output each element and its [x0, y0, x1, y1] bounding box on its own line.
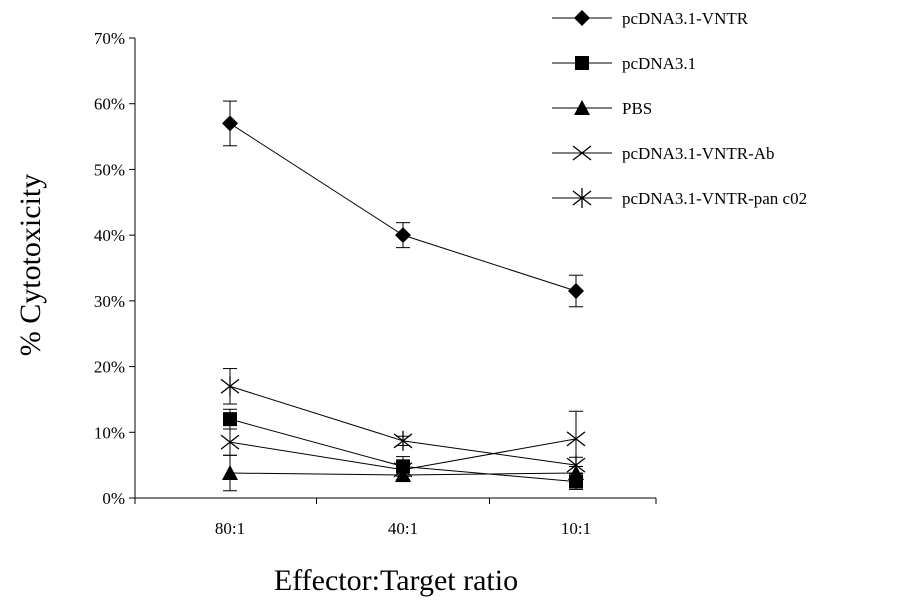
legend-label: PBS — [622, 99, 652, 118]
data-point — [220, 376, 240, 397]
legend-item: pcDNA3.1-VNTR-Ab — [552, 144, 775, 163]
y-tick-label: 20% — [94, 358, 125, 377]
legend-marker — [574, 10, 590, 26]
data-point — [393, 430, 413, 451]
data-point — [393, 462, 413, 478]
legend-marker — [574, 100, 590, 115]
series-line — [229, 385, 577, 466]
data-point — [395, 227, 411, 244]
series-star — [220, 368, 586, 476]
legend-marker — [572, 188, 592, 208]
legend-label: pcDNA3.1-VNTR-pan c02 — [622, 189, 807, 208]
data-point — [566, 431, 586, 447]
y-axis-title: % Cytotoxicity — [14, 174, 47, 357]
legend-label: pcDNA3.1-VNTR-Ab — [622, 144, 775, 163]
y-tick-label: 10% — [94, 423, 125, 442]
x-axis-title: Effector:Target ratio — [274, 564, 518, 597]
data-point — [220, 434, 240, 450]
legend-item: pcDNA3.1-VNTR — [552, 9, 749, 28]
legend-item: PBS — [552, 99, 652, 118]
data-point — [222, 115, 238, 132]
data-point — [568, 283, 584, 299]
y-tick-label: 60% — [94, 95, 125, 114]
legend: pcDNA3.1-VNTR pcDNA3.1 PBS pcDNA3.1-VNTR-Ab… — [552, 9, 807, 208]
y-tick-label: 50% — [94, 160, 125, 179]
data-point — [223, 412, 237, 427]
series-line — [229, 123, 577, 292]
x-tick-label: 80:1 — [215, 519, 245, 538]
legend-item: pcDNA3.1 — [552, 54, 696, 73]
y-tick-label: 70% — [94, 29, 125, 48]
axes: 0% 10% 20% 30% 40% 50% 60% 70% 80:1 40:1 10:1 — [94, 29, 657, 538]
y-tick-label: 30% — [94, 292, 125, 311]
y-tick-label: 0% — [102, 489, 125, 508]
legend-label: pcDNA3.1 — [622, 54, 696, 73]
legend-item: pcDNA3.1-VNTR-pan c02 — [552, 188, 807, 208]
data-point — [566, 455, 586, 476]
series-layer — [220, 100, 586, 492]
legend-label: pcDNA3.1-VNTR — [622, 9, 749, 28]
series-diamond — [222, 100, 584, 308]
x-tick-label: 40:1 — [388, 519, 418, 538]
legend-marker — [575, 56, 589, 70]
legend-marker — [572, 145, 592, 161]
y-tick-label: 40% — [94, 226, 125, 245]
data-point — [222, 465, 238, 481]
x-tick-label: 10:1 — [561, 519, 591, 538]
